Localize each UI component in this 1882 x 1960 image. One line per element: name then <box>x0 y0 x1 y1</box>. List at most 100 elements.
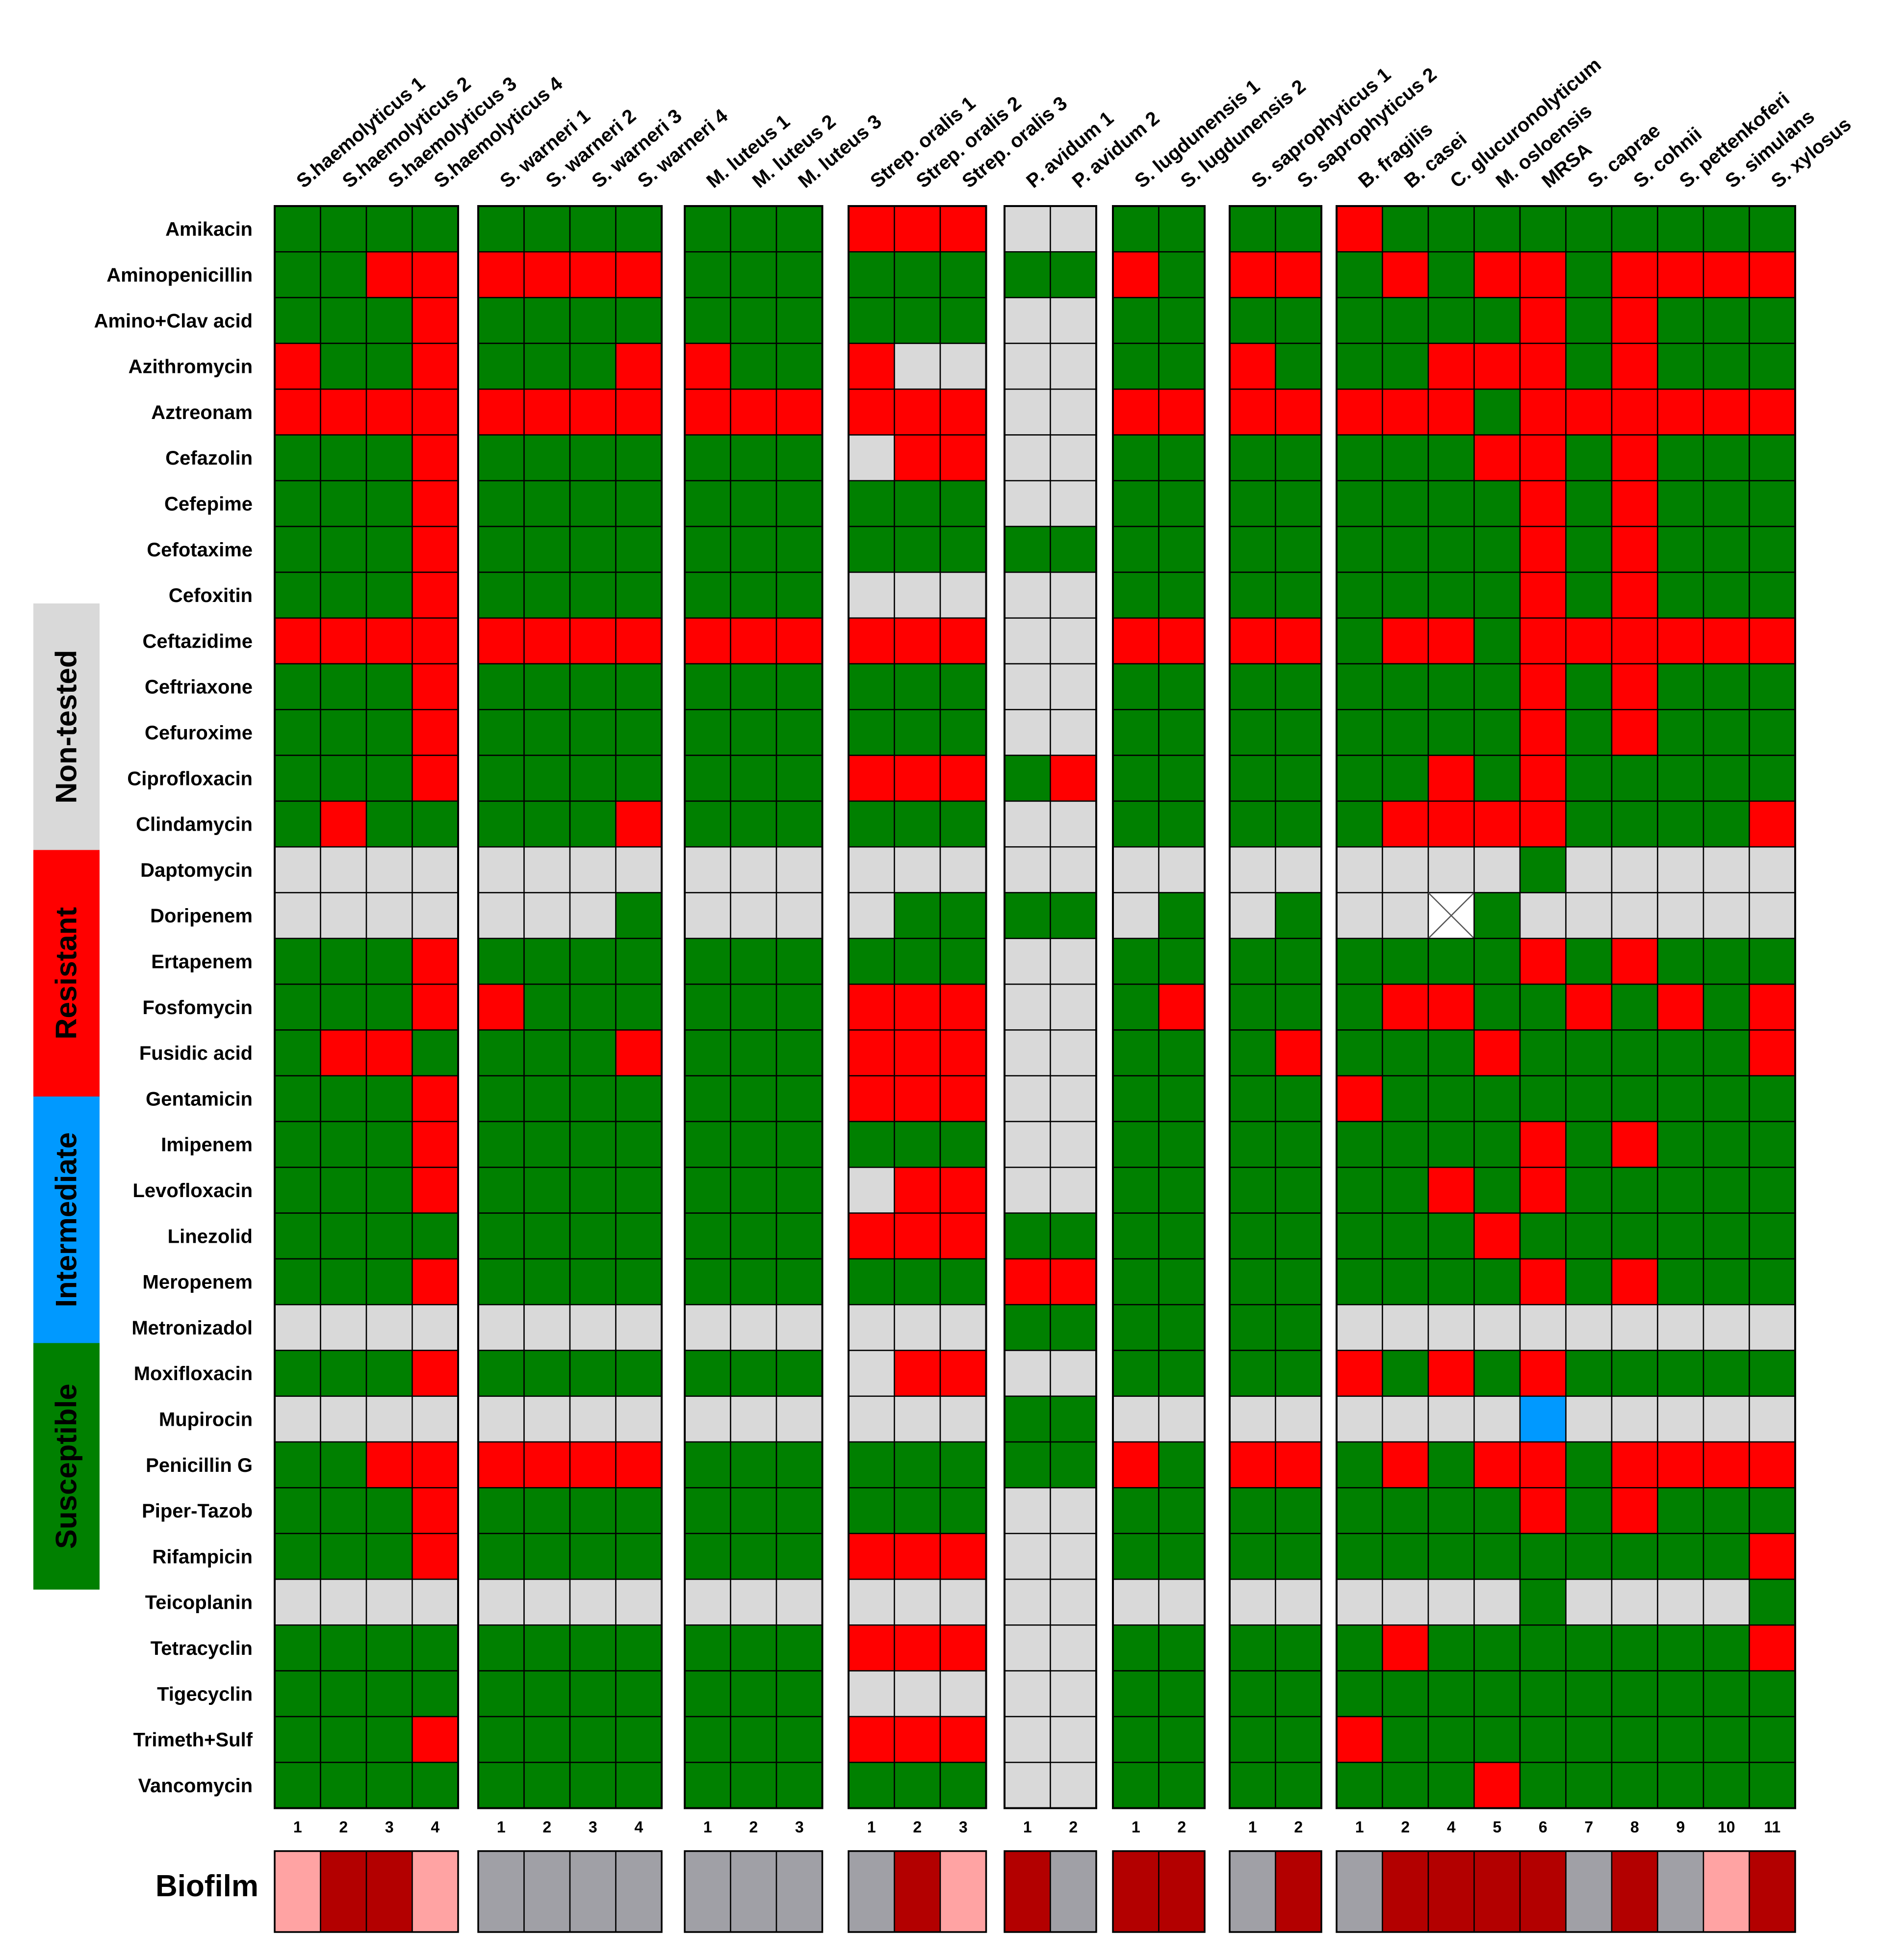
cell-imipenem-s-simulans <box>1702 1121 1750 1168</box>
cell-levofloxacin-s-haemolyticus-2 <box>320 1167 367 1214</box>
cell-fosfomycin-s-haemolyticus-1 <box>274 983 321 1031</box>
cell-clindamycin-s-warneri-3 <box>569 800 617 848</box>
cell-fusidic-acid-m-luteus-3 <box>775 1029 823 1076</box>
cell-cefuroxime-s-caprae <box>1565 709 1613 756</box>
antibiotic-label-fosfomycin: Fosfomycin <box>143 997 253 1019</box>
cell-aminopenicillin-s-warneri-3 <box>569 251 617 298</box>
cell-rifampicin-b-casei <box>1382 1533 1429 1580</box>
cell-penicillin-g-s-warneri-2 <box>523 1441 571 1489</box>
cell-gentamicin-s-xylosus <box>1749 1075 1796 1123</box>
cell-amikacin-s-saprophyticus-1 <box>1229 205 1276 253</box>
cell-amino-clav-acid-s-xylosus <box>1749 297 1796 344</box>
cell-linezolid-c-glucuronolyticum <box>1427 1212 1475 1260</box>
antibiotic-label-ceftriaxone: Ceftriaxone <box>145 677 253 698</box>
cell-ertapenem-s-haemolyticus-4 <box>412 938 459 985</box>
antibiotic-label-cefoxitin: Cefoxitin <box>169 585 253 606</box>
cell-ceftazidime-s-haemolyticus-4 <box>412 617 459 665</box>
cell-trimeth-sulf-strep-oralis-1 <box>848 1716 895 1763</box>
cell-gentamicin-s-caprae <box>1565 1075 1613 1123</box>
cell-azithromycin-s-haemolyticus-3 <box>365 342 413 390</box>
cell-moxifloxacin-m-luteus-1 <box>684 1350 731 1397</box>
cell-ertapenem-strep-oralis-3 <box>939 938 987 985</box>
cell-vancomycin-m-luteus-1 <box>684 1761 731 1809</box>
biofilm-cell-s-haemolyticus-2 <box>320 1850 367 1933</box>
cell-daptomycin-strep-oralis-3 <box>939 846 987 893</box>
biofilm-group-outline <box>274 1850 459 1933</box>
group-outline <box>274 205 459 1809</box>
cell-tetracyclin-s-caprae <box>1565 1624 1613 1672</box>
cell-ceftriaxone-m-luteus-3 <box>775 663 823 710</box>
cell-cefazolin-s-haemolyticus-4 <box>412 434 459 482</box>
cell-imipenem-s-haemolyticus-3 <box>365 1121 413 1168</box>
cell-amikacin-s-warneri-1 <box>477 205 525 253</box>
cell-ceftriaxone-strep-oralis-1 <box>848 663 895 710</box>
cell-penicillin-g-b-fragilis <box>1336 1441 1383 1489</box>
cell-doripenem-s-lugdunensis-1 <box>1112 892 1160 940</box>
cell-cefoxitin-b-fragilis <box>1336 572 1383 619</box>
cell-rifampicin-m-luteus-1 <box>684 1533 731 1580</box>
cell-azithromycin-s-lugdunensis-1 <box>1112 342 1160 390</box>
antibiotic-label-clindamycin: Clindamycin <box>136 814 253 836</box>
antibiotic-label-fusidic-acid: Fusidic acid <box>139 1043 253 1064</box>
cell-daptomycin-s-cohnii <box>1611 846 1658 893</box>
cell-ceftazidime-s-warneri-1 <box>477 617 525 665</box>
biofilm-cell-m-luteus-3 <box>775 1850 823 1933</box>
cell-gentamicin-s-warneri-2 <box>523 1075 571 1123</box>
biofilm-cell-c-glucuronolyticum <box>1427 1850 1475 1933</box>
cell-amikacin-m-luteus-1 <box>684 205 731 253</box>
antibiotic-label-ceftazidime: Ceftazidime <box>143 630 253 652</box>
biofilm-cell-s-caprae <box>1565 1850 1613 1933</box>
cell-ceftazidime-b-casei <box>1382 617 1429 665</box>
cell-fosfomycin-mrsa <box>1519 983 1567 1031</box>
cell-fusidic-acid-s-lugdunensis-2 <box>1158 1029 1206 1076</box>
cell-clindamycin-s-haemolyticus-3 <box>365 800 413 848</box>
cell-cefepime-s-haemolyticus-1 <box>274 480 321 527</box>
cell-cefoxitin-m-osloensis <box>1473 572 1521 619</box>
cell-azithromycin-m-osloensis <box>1473 342 1521 390</box>
cell-gentamicin-s-lugdunensis-2 <box>1158 1075 1206 1123</box>
cell-gentamicin-strep-oralis-1 <box>848 1075 895 1123</box>
cell-cefazolin-s-cohnii <box>1611 434 1658 482</box>
cell-fosfomycin-s-saprophyticus-2 <box>1275 983 1322 1031</box>
cell-fusidic-acid-s-lugdunensis-1 <box>1112 1029 1160 1076</box>
cell-cefotaxime-strep-oralis-2 <box>894 525 941 573</box>
cell-cefazolin-s-pettenkoferi <box>1657 434 1704 482</box>
cell-rifampicin-p-avidum-1 <box>1004 1533 1051 1580</box>
cell-meropenem-m-luteus-2 <box>730 1258 777 1306</box>
isolate-group-8 <box>1336 205 1796 1809</box>
isolate-number: 4 <box>1447 1818 1456 1836</box>
cell-ceftriaxone-m-luteus-2 <box>730 663 777 710</box>
cell-penicillin-g-s-warneri-1 <box>477 1441 525 1489</box>
cell-ceftriaxone-c-glucuronolyticum <box>1427 663 1475 710</box>
cell-clindamycin-s-haemolyticus-4 <box>412 800 459 848</box>
cell-levofloxacin-mrsa <box>1519 1167 1567 1214</box>
cell-fusidic-acid-s-warneri-2 <box>523 1029 571 1076</box>
cell-aminopenicillin-p-avidum-1 <box>1004 251 1051 298</box>
biofilm-group-outline <box>684 1850 824 1933</box>
cell-ertapenem-m-luteus-1 <box>684 938 731 985</box>
cell-aminopenicillin-s-haemolyticus-4 <box>412 251 459 298</box>
cell-mupirocin-strep-oralis-1 <box>848 1395 895 1443</box>
cell-fusidic-acid-c-glucuronolyticum <box>1427 1029 1475 1076</box>
cell-amikacin-s-cohnii <box>1611 205 1658 253</box>
cell-meropenem-c-glucuronolyticum <box>1427 1258 1475 1306</box>
cell-mupirocin-m-osloensis <box>1473 1395 1521 1443</box>
cell-rifampicin-strep-oralis-1 <box>848 1533 895 1580</box>
cell-cefuroxime-s-xylosus <box>1749 709 1796 756</box>
cell-imipenem-s-lugdunensis-2 <box>1158 1121 1206 1168</box>
cell-ertapenem-s-haemolyticus-1 <box>274 938 321 985</box>
cell-tetracyclin-s-simulans <box>1702 1624 1750 1672</box>
cell-metronizadol-m-luteus-3 <box>775 1304 823 1351</box>
cell-ciprofloxacin-p-avidum-1 <box>1004 755 1051 802</box>
cell-moxifloxacin-s-warneri-1 <box>477 1350 525 1397</box>
cell-aminopenicillin-s-warneri-2 <box>523 251 571 298</box>
cell-ceftriaxone-s-cohnii <box>1611 663 1658 710</box>
cell-cefepime-s-simulans <box>1702 480 1750 527</box>
cell-levofloxacin-c-glucuronolyticum <box>1427 1167 1475 1214</box>
cell-linezolid-mrsa <box>1519 1212 1567 1260</box>
cell-cefotaxime-s-warneri-3 <box>569 525 617 573</box>
cell-piper-tazob-strep-oralis-1 <box>848 1487 895 1534</box>
cell-ceftazidime-s-haemolyticus-1 <box>274 617 321 665</box>
cell-fosfomycin-p-avidum-1 <box>1004 983 1051 1031</box>
cell-ceftazidime-strep-oralis-1 <box>848 617 895 665</box>
